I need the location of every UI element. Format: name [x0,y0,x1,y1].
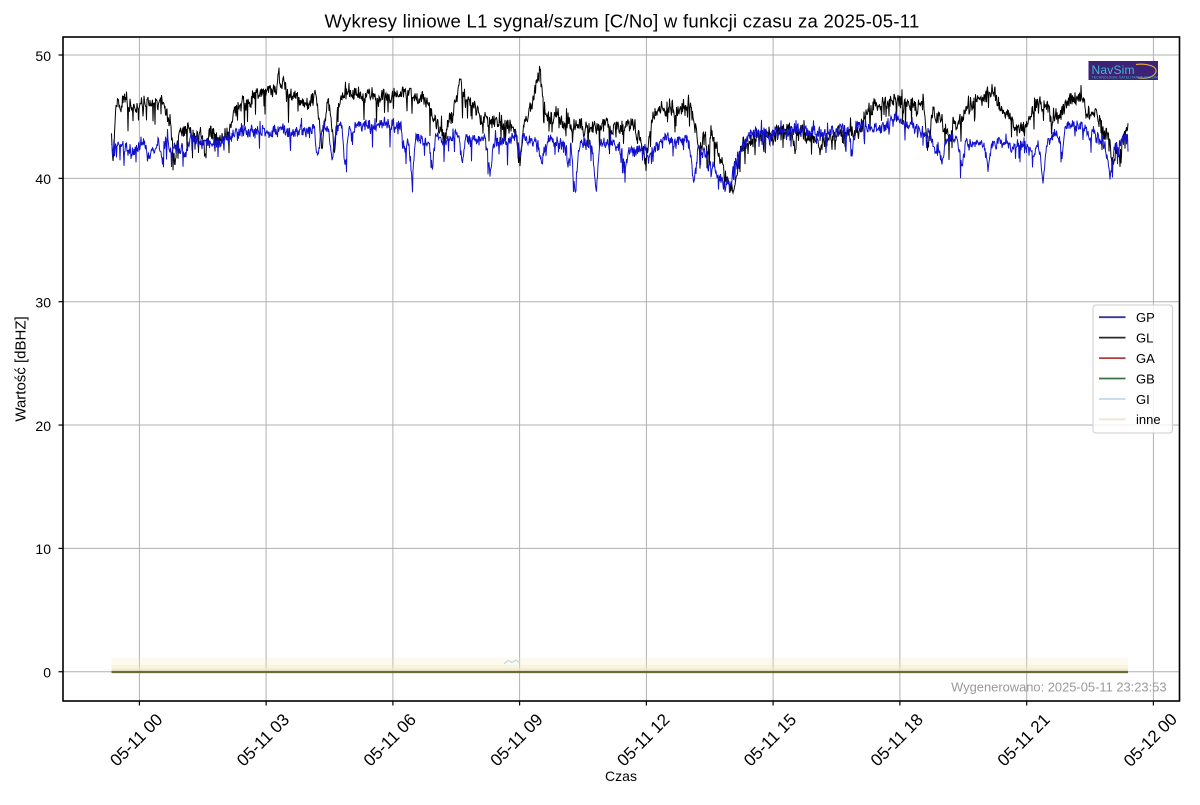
svg-text:Czas: Czas [605,768,637,784]
svg-text:40: 40 [35,171,51,187]
svg-text:10: 10 [35,541,51,557]
svg-text:GI: GI [1136,392,1150,407]
svg-text:Wygenerowano: 2025-05-11 23:23: Wygenerowano: 2025-05-11 23:23:53 [951,680,1166,695]
svg-text:Wartość [dBHZ]: Wartość [dBHZ] [13,316,30,421]
svg-text:GB: GB [1136,371,1155,386]
svg-text:GP: GP [1136,310,1155,325]
svg-text:TECHNOLOGIE SATELITARNE NAVSIM: TECHNOLOGIE SATELITARNE NAVSIM [1092,76,1159,80]
svg-text:0: 0 [43,665,51,681]
svg-text:GL: GL [1136,330,1153,345]
svg-text:30: 30 [35,295,51,311]
svg-text:GA: GA [1136,351,1155,366]
svg-text:20: 20 [35,418,51,434]
svg-text:NavSim: NavSim [1092,63,1135,77]
svg-text:50: 50 [35,48,51,64]
svg-text:Wykresy liniowe L1 sygnał/szum: Wykresy liniowe L1 sygnał/szum [C/No] w … [324,11,919,32]
svg-text:inne: inne [1136,412,1161,427]
